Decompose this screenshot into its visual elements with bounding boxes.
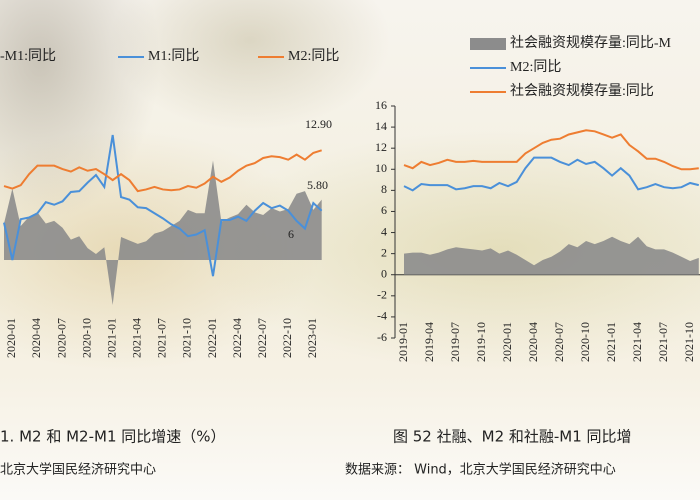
x-tick-label: 2021-10 xyxy=(682,322,696,362)
x-tick-label: 2021-04 xyxy=(630,322,644,362)
x-tick-label: 2019-07 xyxy=(448,322,462,362)
x-tick-label: 2020-01 xyxy=(500,322,514,362)
area xyxy=(404,236,699,275)
area xyxy=(4,160,322,306)
x-tick-label: 2020-07 xyxy=(552,322,566,362)
y-tick-label: -4 xyxy=(377,309,387,323)
y-tick-label: 4 xyxy=(381,224,387,238)
annotation: 5.80 xyxy=(307,178,328,192)
caption: 图 52 社融、M2 和社融-M1 同比增 xyxy=(393,428,632,446)
annotation: 12.90 xyxy=(305,117,332,131)
legend-label: M2:同比 xyxy=(288,48,339,64)
y-tick-label: 10 xyxy=(375,161,387,175)
y-tick-label: 0 xyxy=(381,266,387,280)
x-tick-label: 2019-04 xyxy=(422,322,436,362)
source: 北京大学国民经济研究中心 xyxy=(0,462,156,478)
x-tick-label: 2021-07 xyxy=(155,318,169,358)
x-tick-label: 2019-01 xyxy=(396,322,410,362)
caption: 1. M2 和 M2-M1 同比增速（%） xyxy=(0,428,226,446)
legend-label: 社会融资规模存量:同比-M xyxy=(510,35,672,51)
x-tick-label: 2022-10 xyxy=(280,318,294,358)
x-tick-label: 2022-01 xyxy=(205,318,219,358)
y-tick-label: 14 xyxy=(375,119,387,133)
x-tick-label: 2020-04 xyxy=(29,318,43,358)
x-tick-label: 2023-01 xyxy=(305,318,319,358)
source: 数据来源： Wind，北京大学国民经济研究中心 xyxy=(345,462,616,478)
line xyxy=(403,156,700,192)
legend-swatch xyxy=(470,38,506,50)
legend-label: M2:同比 xyxy=(510,59,561,75)
x-tick-label: 2020-04 xyxy=(526,322,540,362)
annotation: 6 xyxy=(288,227,294,241)
x-tick-label: 2022-07 xyxy=(255,318,269,358)
legend-label: 社会融资规模存量:同比 xyxy=(510,83,654,99)
legend-label: M1:同比 xyxy=(148,48,199,64)
line xyxy=(3,134,323,277)
x-tick-label: 2021-04 xyxy=(130,318,144,358)
x-tick-label: 2021-10 xyxy=(180,318,194,358)
x-tick-label: 2022-04 xyxy=(230,318,244,358)
y-tick-label: 6 xyxy=(381,203,387,217)
legend-label: -M1:同比 xyxy=(0,48,56,64)
x-tick-label: 2021-07 xyxy=(656,322,670,362)
x-tick-label: 2020-01 xyxy=(4,318,18,358)
x-tick-label: 2020-10 xyxy=(79,318,93,358)
y-tick-label: -6 xyxy=(377,330,387,344)
y-tick-label: 16 xyxy=(375,98,387,112)
line xyxy=(403,129,699,171)
y-tick-label: 8 xyxy=(381,182,387,196)
y-tick-label: -2 xyxy=(377,288,387,302)
y-tick-label: 2 xyxy=(381,245,387,259)
x-tick-label: 2021-01 xyxy=(104,318,118,358)
x-tick-label: 2021-01 xyxy=(604,322,618,362)
y-tick-label: 12 xyxy=(375,140,387,154)
x-tick-label: 2020-10 xyxy=(578,322,592,362)
line xyxy=(3,149,322,193)
x-tick-label: 2020-07 xyxy=(54,318,68,358)
x-tick-label: 2019-10 xyxy=(474,322,488,362)
